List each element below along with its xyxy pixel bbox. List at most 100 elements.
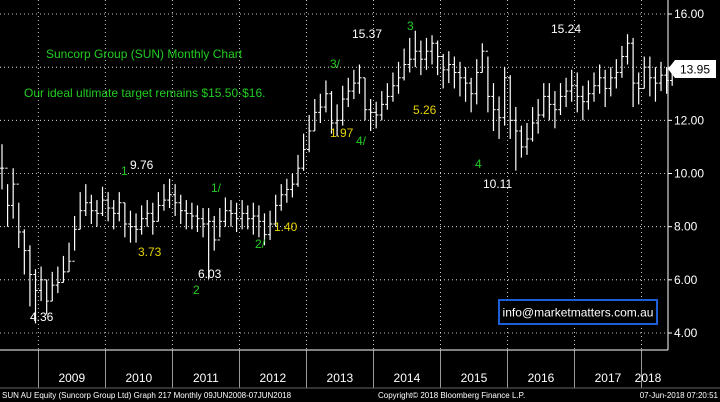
x-tick-label: 2013 — [327, 371, 354, 385]
ohlc-bar — [77, 192, 83, 230]
ohlc-bar — [547, 83, 552, 121]
ohlc-bar — [267, 210, 273, 240]
annotation-label: 2/ — [255, 237, 266, 251]
ohlc-bar — [0, 144, 5, 190]
annotation-label: 4 — [475, 157, 482, 171]
ohlc-bar — [390, 72, 396, 102]
ohlc-bar — [379, 91, 384, 121]
ohlc-bar — [608, 67, 613, 97]
ohlc-bar — [61, 255, 66, 283]
annotation-label: 1 — [121, 164, 128, 178]
annotation-label: 9.76 — [130, 158, 154, 172]
annotation-label: 1/ — [211, 181, 222, 195]
ohlc-bar — [150, 202, 155, 235]
ohlc-bar — [301, 133, 306, 171]
ohlc-bar — [50, 271, 55, 302]
ohlc-bar — [290, 173, 295, 198]
ohlc-bar — [558, 83, 563, 116]
ohlc-bar — [647, 56, 653, 97]
ohlc-bar — [234, 202, 239, 232]
ohlc-bar — [552, 91, 558, 129]
ohlc-bar — [33, 269, 38, 324]
chart-title: Suncorp Group (SUN) Monthly Chart — [46, 47, 243, 61]
annotation-label: 4/ — [356, 134, 367, 148]
ohlc-bar — [212, 216, 217, 251]
x-tick-label: 2012 — [260, 371, 287, 385]
ohlc-bar — [368, 99, 373, 131]
ohlc-bar — [217, 208, 223, 241]
ohlc-bar — [245, 205, 250, 230]
ohlc-bar — [334, 104, 340, 137]
ohlc-bar — [251, 202, 256, 235]
ohlc-bar — [575, 72, 580, 113]
ohlc-bar — [167, 178, 172, 209]
ohlc-bar — [563, 77, 569, 108]
x-tick-labels: 2009 2010 2011 2012 2013 2014 2015 2016 2017 2018 — [38, 350, 662, 388]
y-tick-label: 6.00 — [674, 273, 698, 287]
ohlc-bar — [312, 99, 317, 132]
x-tick-label: 2010 — [125, 371, 152, 385]
ohlc-bar — [530, 107, 535, 142]
ohlc-bar — [569, 69, 574, 102]
ohlc-bar — [396, 61, 401, 94]
ohlc-bar — [373, 101, 379, 129]
ohlc-bar — [625, 34, 630, 65]
ohlc-bar — [256, 205, 262, 238]
ohlc-bar — [284, 178, 290, 203]
x-tick-label: 2017 — [595, 371, 622, 385]
chart-annotations: 9.761 3.73 4.36 6.03 2 1/1.40 2/3/1.974/15.37 3… — [30, 19, 581, 324]
annotation-label: 2 — [193, 283, 200, 297]
ohlc-bar — [200, 208, 206, 238]
x-tick-label: 2016 — [528, 371, 555, 385]
ohlc-bar — [357, 64, 362, 94]
ohlc-bar — [83, 184, 88, 217]
ohlc-bar — [206, 208, 211, 280]
annotation-label: 1.97 — [330, 126, 354, 140]
ohlc-bars — [0, 30, 675, 324]
ohlc-bar — [630, 37, 636, 108]
annotation-label: 15.37 — [352, 27, 382, 41]
ohlc-bar — [614, 59, 619, 89]
annotation-label: 5.26 — [413, 103, 437, 117]
ohlc-bar — [72, 216, 77, 262]
ohlc-bar — [89, 194, 94, 225]
x-tick-label: 2014 — [394, 371, 421, 385]
last-price-label: 13.95 — [680, 63, 710, 77]
annotation-label: 3 — [407, 19, 414, 33]
ohlc-bar — [172, 184, 178, 217]
ohlc-bar — [385, 83, 390, 110]
x-tick-label: 2011 — [193, 371, 219, 385]
ohlc-bar — [513, 107, 519, 171]
ohlc-bar — [535, 99, 541, 134]
ohlc-bar — [66, 242, 72, 273]
ohlc-bar — [586, 80, 591, 110]
ohlc-bar — [580, 85, 586, 121]
ohlc-bar — [329, 91, 334, 134]
grid-lines — [0, 0, 668, 350]
info-box — [498, 299, 658, 325]
ohlc-bar — [161, 184, 167, 211]
footer-left: SUN AU Equity (Suncorp Group Ltd) Graph … — [2, 391, 292, 400]
annotation-label: 4.36 — [30, 310, 54, 324]
ohlc-bar — [145, 200, 150, 227]
ohlc-bar — [496, 96, 502, 139]
y-tick-label: 4.00 — [674, 326, 698, 340]
last-price-badge: 13.95 — [668, 60, 716, 78]
ohlc-bar — [602, 69, 608, 108]
ohlc-bar — [228, 200, 234, 227]
ohlc-bar — [351, 69, 357, 100]
annotation-label: 6.03 — [198, 267, 222, 281]
ohlc-bar — [273, 194, 278, 227]
ohlc-bar — [491, 83, 496, 131]
ohlc-bar — [38, 266, 44, 302]
ohlc-bar — [318, 93, 323, 123]
info-box-text: info@marketmatters.com.au — [503, 306, 654, 320]
ohlc-bar — [457, 61, 463, 97]
ohlc-bar — [5, 167, 10, 227]
ohlc-bar — [541, 83, 546, 118]
ohlc-bar — [636, 72, 641, 105]
footer-right: 07-Jun-2018 07:20:51 — [640, 391, 719, 400]
ohlc-bar — [223, 197, 228, 227]
ohlc-bar — [139, 205, 144, 235]
